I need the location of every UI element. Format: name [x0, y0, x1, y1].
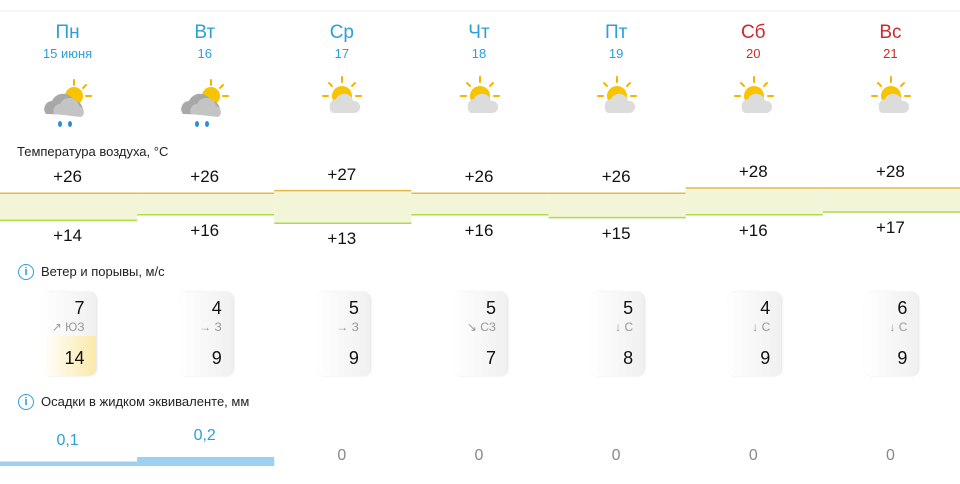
day-date: 21 [883, 46, 898, 61]
section-label: Ветер и порывы, м/с [41, 264, 165, 279]
day-date: 19 [608, 46, 624, 61]
day-name: Пт [604, 22, 628, 43]
section-label: Осадки в жидком эквиваленте, мм [41, 394, 250, 409]
day-name: Вт [194, 22, 216, 43]
temperature-segment [411, 193, 549, 215]
precipitation-value: 0,1 [56, 431, 79, 449]
weather-icon [871, 76, 911, 114]
weather-icon [460, 76, 500, 114]
wind-speed: 6 [897, 298, 908, 318]
day-date: 16 [197, 46, 212, 61]
temperature-band [0, 187, 960, 224]
temperature-min: +16 [464, 220, 494, 240]
wind-speed: 5 [485, 298, 496, 318]
section-label: Температура воздуха, °C [17, 144, 169, 159]
wind-card [864, 292, 919, 376]
temperature-min: +14 [53, 226, 82, 246]
temperature-min: +16 [738, 220, 768, 240]
wind-direction: ↓ С [615, 320, 634, 334]
wind-direction: ↓ С [889, 320, 908, 334]
wind-direction: → З [336, 320, 359, 334]
precipitation-value: 0,2 [193, 427, 216, 444]
wind-direction: ↘ СЗ [466, 320, 496, 334]
wind-speed: 7 [74, 298, 85, 318]
weather-icon [180, 79, 229, 128]
temperature-segment [274, 190, 412, 224]
wind-direction: ↓ С [752, 320, 771, 334]
wind-card [315, 292, 370, 376]
day-date: 20 [746, 46, 761, 61]
wind-card [727, 292, 782, 376]
wind-speed: 4 [760, 298, 771, 318]
wind-gust: 9 [897, 348, 908, 368]
weather-icon [734, 76, 774, 114]
day-date: 15 июня [42, 46, 93, 61]
day-date: 17 [334, 46, 350, 61]
temperature-min: +15 [601, 223, 631, 243]
wind-gust: 9 [760, 348, 771, 368]
wind-card [590, 292, 645, 376]
info-icon[interactable]: i [18, 264, 34, 280]
precipitation-value: 0 [885, 447, 895, 464]
temperature-segment [0, 193, 138, 221]
weather-icon [597, 76, 637, 114]
wind-gust: 7 [485, 348, 496, 368]
wind-direction: ↗ ЮЗ [51, 320, 85, 334]
temperature-min: +17 [875, 218, 905, 237]
weather-icon [43, 79, 92, 128]
wind-gust: 9 [348, 348, 359, 368]
temperature-min: +16 [190, 220, 220, 240]
wind-speed: 5 [348, 298, 359, 318]
wind-speed: 5 [623, 298, 634, 318]
weather-icon [322, 76, 362, 114]
temperature-max: +26 [464, 167, 494, 187]
temperature-segment [685, 188, 823, 215]
day-name: Ср [329, 22, 354, 43]
day-date: 18 [471, 46, 487, 61]
day-name: Пн [55, 22, 80, 43]
wind-direction: → З [199, 320, 222, 334]
precipitation-bars [0, 457, 275, 466]
temperature-max: +26 [190, 167, 220, 187]
temperature-segment [822, 188, 960, 212]
temperature-max: +26 [53, 167, 82, 187]
temperature-segment [548, 193, 686, 218]
precipitation-value: 0 [337, 447, 347, 464]
wind-gust: 8 [623, 348, 634, 368]
wind-card [41, 292, 96, 376]
temperature-max: +28 [875, 162, 905, 181]
wind-card [178, 292, 233, 376]
temperature-min: +13 [327, 229, 357, 249]
wind-gust: 14 [64, 348, 85, 368]
precipitation-bar [137, 457, 275, 466]
temperature-max: +28 [738, 162, 768, 181]
wind-card [452, 292, 507, 376]
day-name: Чт [468, 22, 490, 43]
info-icon[interactable]: i [18, 394, 34, 410]
temperature-max: +27 [327, 164, 357, 184]
temperature-max: +26 [601, 167, 631, 187]
wind-speed: 4 [211, 298, 222, 318]
temperature-segment [137, 193, 275, 215]
gust-highlight [41, 336, 96, 376]
precipitation-value: 0 [611, 447, 621, 464]
precipitation-bar [0, 461, 138, 466]
day-name: Сб [740, 22, 766, 43]
day-name: Вс [879, 22, 902, 43]
wind-gust: 9 [211, 348, 222, 368]
precipitation-value: 0 [474, 447, 484, 464]
precipitation-value: 0 [748, 447, 758, 464]
